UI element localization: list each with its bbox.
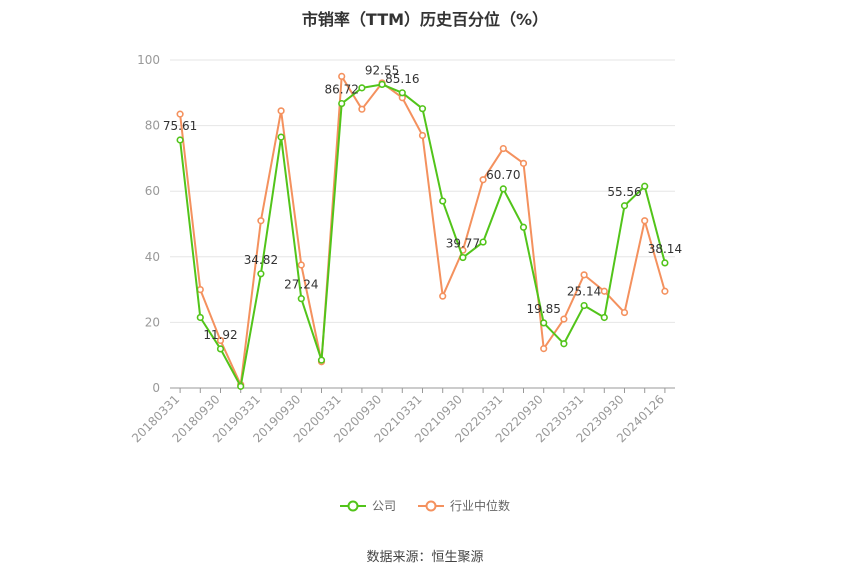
- legend: 公司 行业中位数: [0, 497, 850, 514]
- data-point-1: [580, 271, 588, 279]
- data-label: 39.77: [446, 237, 480, 251]
- data-point-0: [459, 253, 467, 262]
- data-label: 85.16: [385, 72, 419, 86]
- data-point-0: [560, 340, 568, 348]
- data-label: 25.14: [567, 285, 601, 299]
- data-point-0: [358, 84, 366, 92]
- data-point-1: [216, 336, 225, 345]
- data-point-0: [277, 133, 285, 141]
- data-label: 55.56: [607, 185, 641, 199]
- legend-industry-label: 行业中位数: [450, 499, 511, 513]
- data-point-1: [499, 144, 507, 153]
- legend-company-label: 公司: [371, 499, 396, 513]
- data-point-0: [216, 345, 225, 353]
- data-point-0: [641, 182, 649, 190]
- legend-industry-marker: [418, 500, 444, 511]
- data-label: 92.55: [365, 63, 399, 77]
- data-point-0: [479, 238, 487, 246]
- y-tick-label: 20: [145, 315, 160, 329]
- axes: 0204060801002018033120180930201903312019…: [129, 53, 675, 445]
- data-point-1: [620, 308, 629, 317]
- data-label: 60.70: [486, 168, 520, 182]
- data-point-1: [479, 176, 487, 184]
- data-point-0: [600, 313, 608, 322]
- data-point-0: [257, 270, 265, 278]
- series-line-0: [179, 83, 666, 388]
- y-tick-label: 100: [137, 53, 160, 67]
- data-point-1: [540, 345, 548, 353]
- legend-item-industry[interactable]: 行业中位数: [418, 497, 510, 514]
- data-point-0: [661, 259, 669, 267]
- data-point-1: [358, 105, 366, 113]
- data-point-0: [519, 223, 528, 231]
- data-point-0: [580, 301, 588, 310]
- data-point-0: [237, 382, 245, 390]
- data-point-0: [297, 295, 305, 303]
- y-tick-label: 0: [152, 381, 160, 395]
- grid: [170, 59, 675, 323]
- data-point-1: [418, 131, 427, 140]
- data-point-0: [398, 89, 406, 97]
- data-label: 11.92: [203, 328, 237, 342]
- y-tick-label: 60: [145, 184, 160, 198]
- data-point-0: [196, 313, 204, 322]
- data-point-0: [338, 99, 346, 108]
- data-point-0: [499, 185, 507, 193]
- data-point-0: [540, 319, 548, 327]
- data-point-1: [641, 217, 649, 225]
- data-point-0: [620, 202, 629, 210]
- data-point-1: [560, 315, 568, 323]
- data-point-1: [176, 110, 184, 118]
- data-point-1: [257, 217, 265, 225]
- data-point-0: [418, 105, 427, 113]
- legend-company-marker: [339, 500, 366, 511]
- data-point-0: [378, 80, 386, 89]
- data-point-1: [338, 72, 346, 80]
- data-point-1: [600, 287, 608, 295]
- data-point-1: [661, 287, 669, 295]
- line-chart: 0204060801002018033120180930201903312019…: [129, 53, 682, 445]
- legend-item-company[interactable]: 公司: [339, 497, 396, 514]
- data-label: 86.72: [325, 83, 359, 97]
- series: [176, 72, 669, 390]
- data-point-1: [277, 107, 285, 115]
- data-point-0: [317, 356, 326, 364]
- chart-title: 市销率（TTM）历史百分位（%）: [301, 10, 549, 29]
- data-point-0: [439, 197, 447, 205]
- data-point-1: [439, 292, 447, 300]
- y-tick-label: 80: [145, 119, 160, 133]
- data-source: 数据来源：恒生聚源: [366, 550, 484, 565]
- series-line-1: [179, 75, 666, 386]
- data-label: 19.85: [527, 302, 561, 316]
- data-label: 34.82: [244, 253, 278, 267]
- data-point-0: [176, 136, 184, 144]
- data-point-1: [297, 261, 305, 269]
- data-point-1: [519, 159, 528, 167]
- data-label: 27.24: [284, 278, 318, 292]
- data-label: 38.14: [648, 242, 682, 256]
- y-tick-label: 40: [145, 250, 160, 264]
- data-label: 75.61: [163, 119, 197, 133]
